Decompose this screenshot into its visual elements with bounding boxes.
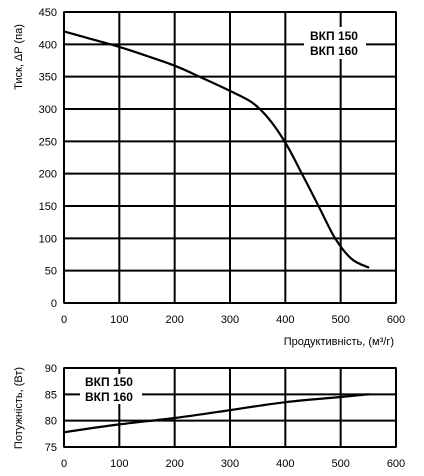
pressure-y-tick-label: 200 xyxy=(39,169,57,181)
pressure-x-tick-label: 600 xyxy=(387,314,405,326)
pressure-chart: 0 100 200 300 400 500 600 0 50 100 150 200 250 300 35… xyxy=(13,7,405,348)
pressure-x-axis-title: Продуктивність, (м³/г) xyxy=(284,336,394,348)
power-plot-frame xyxy=(63,367,397,448)
pressure-x-tick-label: 0 xyxy=(61,314,67,326)
power-y-tick-label: 80 xyxy=(45,416,57,428)
power-x-tick-label: 0 xyxy=(61,458,67,470)
power-y-tick-label: 85 xyxy=(45,389,57,401)
pressure-y-axis-title: Тиск, ΔP (па) xyxy=(13,24,25,90)
pressure-x-tick-label: 400 xyxy=(276,314,294,326)
power-x-tick-label: 400 xyxy=(276,458,294,470)
pressure-y-tick-label: 400 xyxy=(39,39,57,51)
pressure-legend-entry-vkp-150: ВКП 150 xyxy=(310,29,358,43)
pressure-y-tick-label: 150 xyxy=(39,201,57,213)
pressure-y-tick-label: 100 xyxy=(39,233,57,245)
power-x-tick-label: 100 xyxy=(110,458,128,470)
pressure-y-tick-label: 450 xyxy=(39,7,57,19)
power-y-tick-label: 75 xyxy=(45,442,57,454)
pressure-y-tick-label: 350 xyxy=(39,72,57,84)
power-y-axis-title: Потужність, (Вт) xyxy=(13,367,25,449)
pressure-x-tick-label: 500 xyxy=(331,314,349,326)
power-x-tick-label: 300 xyxy=(221,458,239,470)
pressure-y-tick-label: 300 xyxy=(39,104,57,116)
pressure-x-tick-label: 100 xyxy=(110,314,128,326)
pressure-curve xyxy=(62,30,370,269)
power-y-tick-label: 90 xyxy=(45,363,57,375)
pressure-legend-entry-vkp-160: ВКП 160 xyxy=(310,44,358,58)
pressure-legend-box xyxy=(304,27,366,59)
power-legend-entry-vkp-150: ВКП 150 xyxy=(85,375,133,389)
power-x-tick-label: 600 xyxy=(387,458,405,470)
power-x-tick-label: 200 xyxy=(165,458,183,470)
power-legend-entry-vkp-160: ВКП 160 xyxy=(85,390,133,404)
pressure-y-tick-label: 250 xyxy=(39,136,57,148)
power-legend-box xyxy=(80,374,142,404)
power-curve xyxy=(62,393,370,434)
power-chart: 0 100 200 300 400 500 600 75 80 85 90 Потужність,… xyxy=(13,363,405,470)
pressure-y-tick-label: 50 xyxy=(45,266,57,278)
power-x-tick-label: 500 xyxy=(331,458,349,470)
pressure-plot-frame xyxy=(63,11,397,304)
pressure-x-tick-label: 300 xyxy=(221,314,239,326)
pressure-y-tick-label: 0 xyxy=(51,298,57,310)
pressure-x-tick-label: 200 xyxy=(165,314,183,326)
